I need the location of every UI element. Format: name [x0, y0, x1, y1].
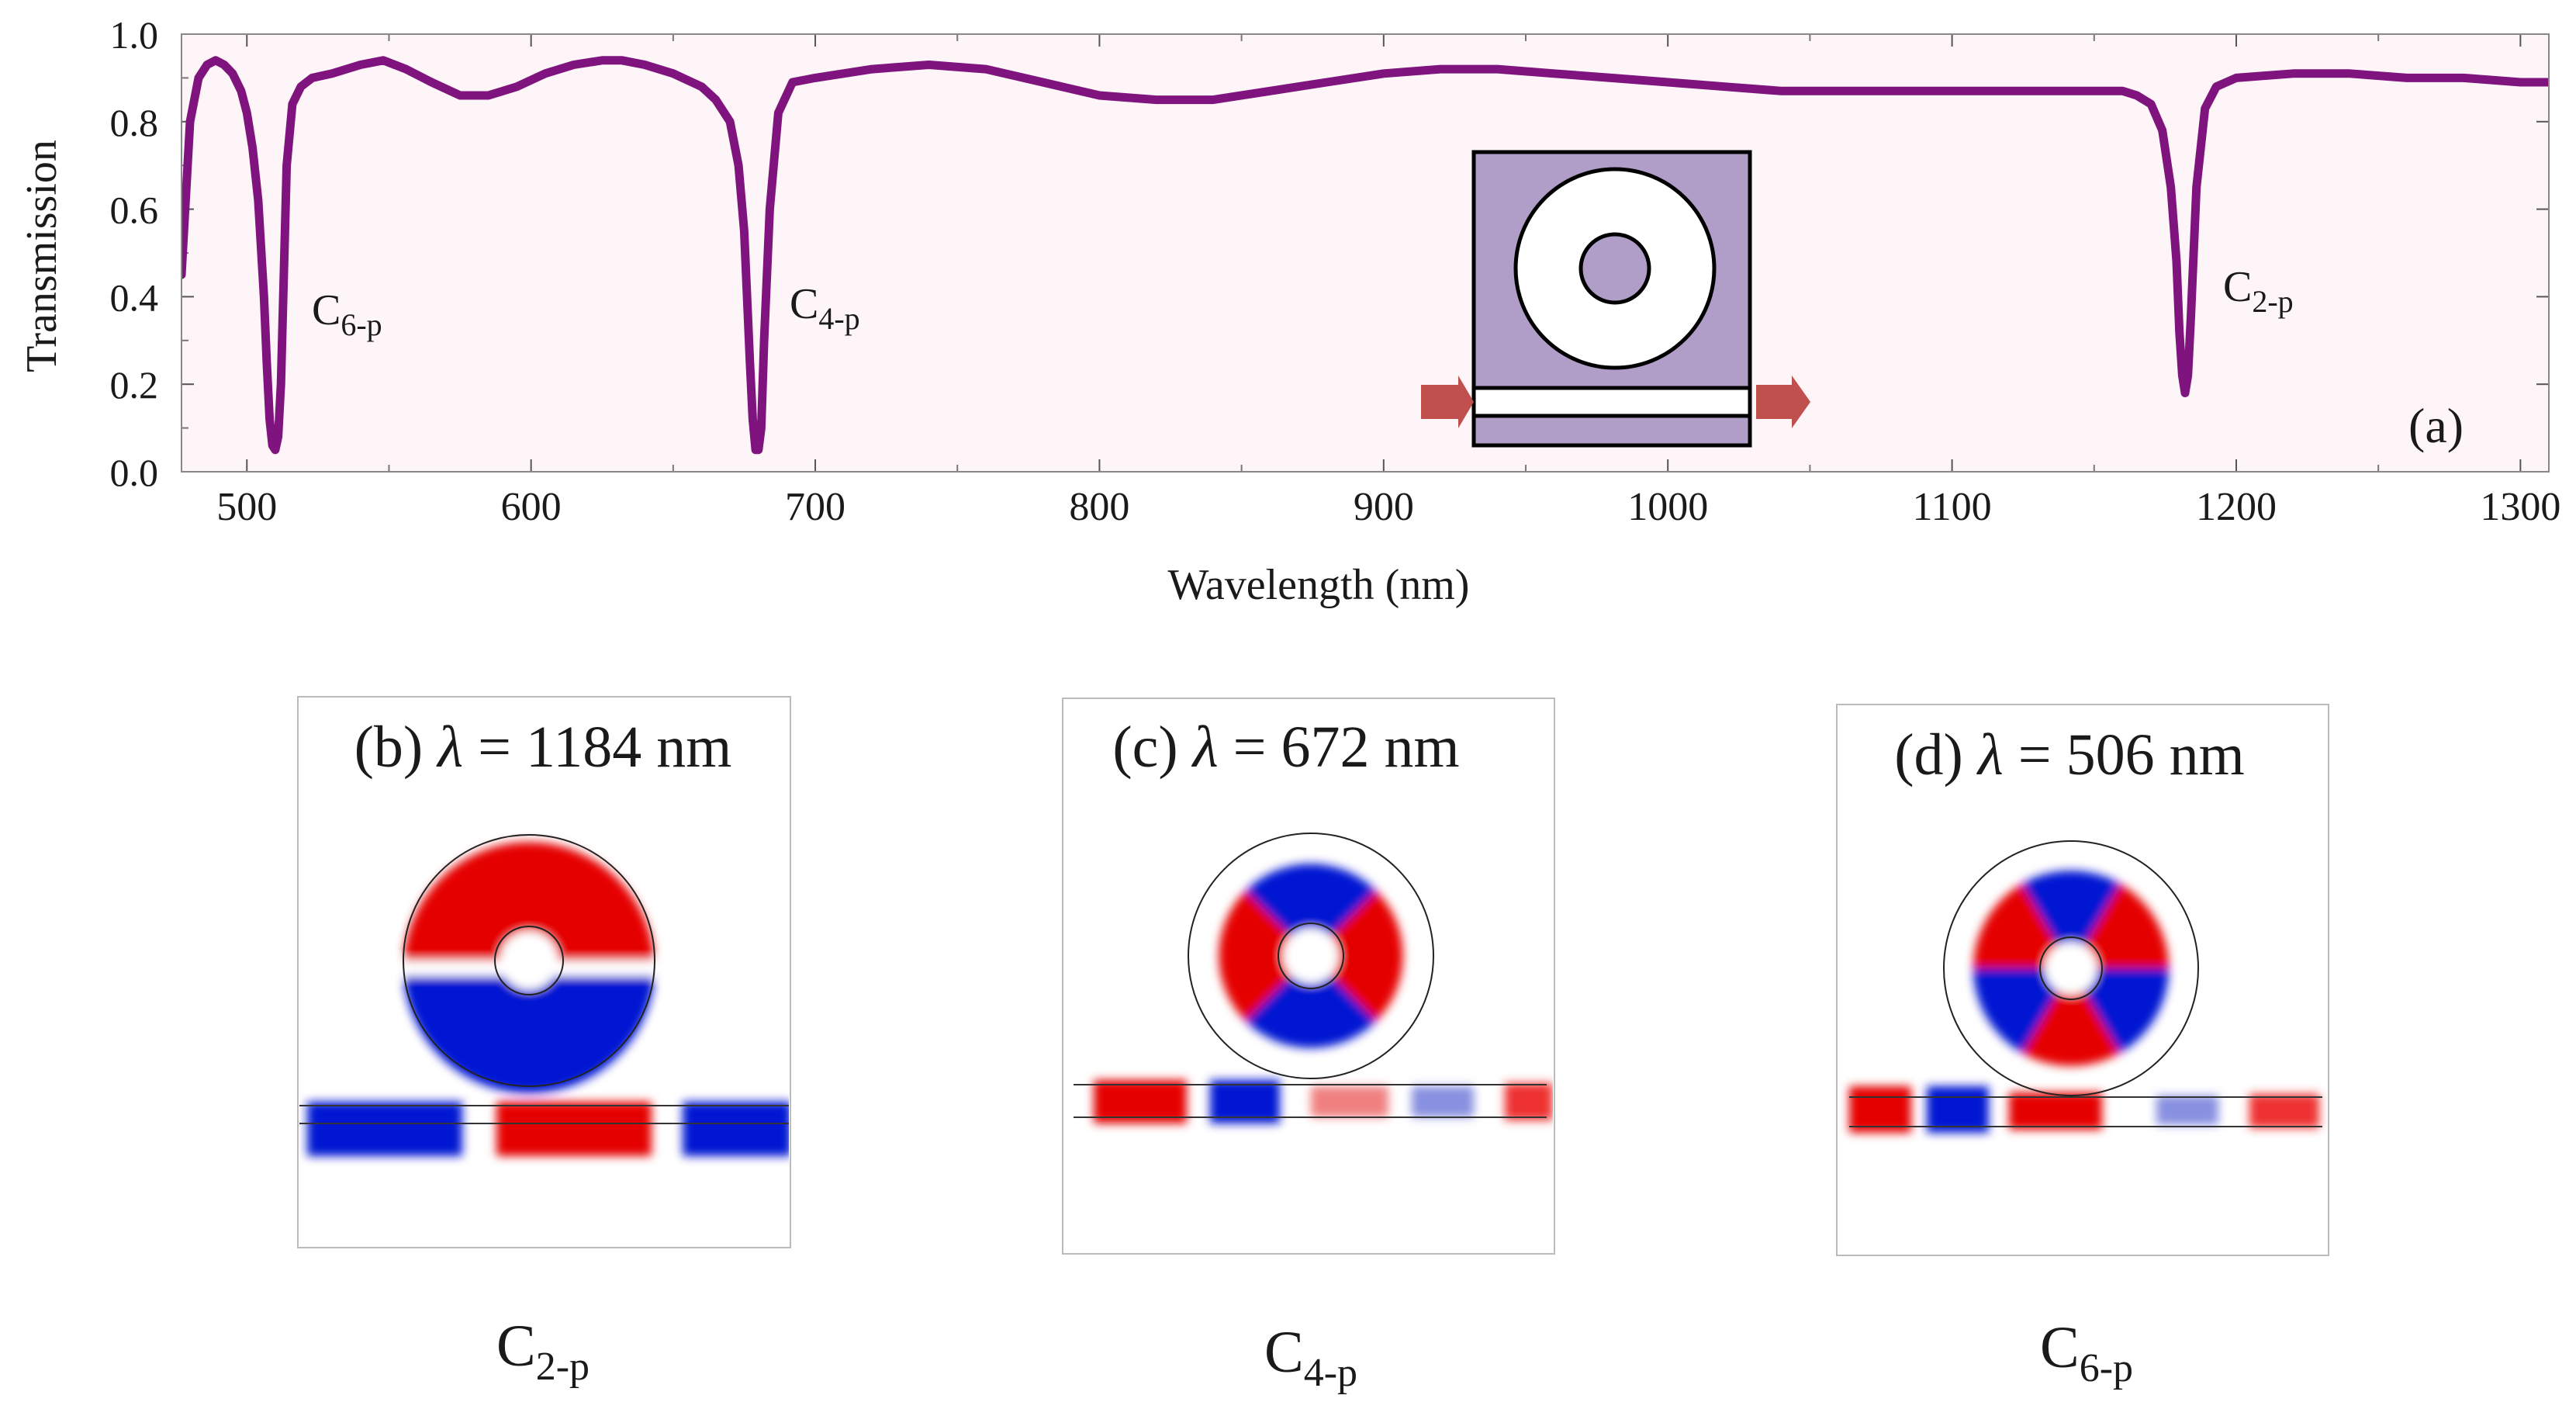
x-tick-label: 1000	[1627, 485, 1708, 529]
y-tick-label: 0.2	[110, 363, 159, 407]
x-tick-label: 600	[501, 485, 562, 529]
waveguide-field-positive	[1505, 1083, 1553, 1120]
mode-label-c2p: C2-p	[496, 1314, 590, 1389]
plot-frame	[181, 33, 2550, 473]
transmission-chart: 500 600 700 800 900 1000 1100 1200 1300 0.00.20.…	[18, 13, 2560, 609]
x-minor-ticks	[388, 34, 2380, 472]
ring-resonator-inset	[1421, 150, 1810, 448]
field-panel-c: (c) λ = 672 nm C4-p	[1062, 698, 1555, 1395]
field-lobe-negative	[1246, 864, 1376, 956]
field-core	[2045, 942, 2097, 995]
input-arrow-icon	[1421, 376, 1474, 428]
waveguide-field-negative	[2156, 1096, 2218, 1125]
field-lobe-negative	[1973, 968, 2071, 1053]
field-lobe-positive	[1311, 891, 1403, 1021]
field-lobe-positive	[1973, 884, 2071, 968]
y-tick-label: 0.0	[110, 451, 159, 494]
panel-b-title: (b) λ = 1184 nm	[354, 715, 732, 780]
x-axis-ticks: 500 600 700 800 900 1000 1100 1200 1300	[216, 34, 2560, 529]
field-lobe-negative	[2071, 968, 2169, 1053]
waveguide-field-negative	[307, 1102, 462, 1156]
waveguide-field-negative	[1210, 1080, 1280, 1123]
annotation-c4p: C4-p	[790, 280, 860, 336]
panel-d-title: (d) λ = 506 nm	[1894, 722, 2245, 788]
y-axis-ticks: 0.0 0.2 0.4 0.6 0.8 1.0	[110, 13, 2549, 494]
y-tick-label: 1.0	[110, 13, 159, 57]
annotation-c2p: C2-p	[2223, 263, 2294, 319]
ring-outline-outer	[1943, 840, 2199, 1096]
waveguide-field-negative	[1927, 1086, 1989, 1133]
ring-outline-inner	[1278, 923, 1344, 989]
waveguide-field-negative	[1412, 1086, 1474, 1117]
panel-label-a: (a)	[2408, 398, 2464, 453]
field-lobe-positive	[1219, 891, 1311, 1021]
field-panel-b: (b) λ = 1184 nm C2-p	[297, 696, 791, 1389]
ring-outline-outer	[1188, 833, 1434, 1079]
ring-outline-inner	[494, 926, 564, 995]
y-tick-label: 0.6	[110, 189, 159, 232]
output-arrow-icon	[1756, 376, 1810, 428]
waveguide-field-negative	[683, 1102, 789, 1156]
field-core	[500, 931, 558, 990]
field-lobe-positive	[2022, 968, 2120, 1066]
x-tick-label: 700	[785, 485, 845, 529]
waveguide-field-positive	[1311, 1086, 1388, 1117]
y-tick-label: 0.4	[110, 275, 159, 319]
field-lobe-negative	[403, 968, 655, 1093]
y-axis-label: Transmission	[18, 140, 66, 372]
transmission-line	[182, 56, 2549, 455]
field-lobe-negative	[2022, 871, 2120, 968]
field-lobe-positive	[2071, 884, 2169, 968]
field-panel-d: (d) λ = 506 nm C6-p	[1836, 704, 2329, 1390]
waveguide-field-positive	[2009, 1092, 2102, 1130]
field-lobe-positive	[403, 842, 655, 968]
x-tick-label: 500	[216, 485, 277, 529]
y-tick-label: 0.8	[110, 101, 159, 144]
mode-label-c6p: C6-p	[2040, 1315, 2133, 1390]
waveguide-field-positive	[2249, 1094, 2319, 1128]
ring-outline-inner	[2039, 936, 2103, 1000]
inset-ring-inner	[1578, 232, 1651, 305]
x-tick-label: 1300	[2480, 485, 2560, 529]
x-tick-label: 800	[1069, 485, 1129, 529]
waveguide-field-positive	[1094, 1080, 1187, 1123]
x-tick-label: 1200	[2196, 485, 2277, 529]
annotation-c6p: C6-p	[312, 286, 382, 342]
waveguide-field-positive	[1849, 1086, 1911, 1133]
x-tick-label: 1100	[1913, 485, 1992, 529]
inset-waveguide	[1471, 386, 1752, 418]
x-axis-label: Wavelength (nm)	[1168, 561, 1470, 609]
x-tick-label: 900	[1354, 485, 1414, 529]
field-core	[1283, 928, 1339, 984]
waveguide-field-positive	[496, 1102, 652, 1156]
field-lobe-negative	[1246, 956, 1376, 1048]
mode-label-c4p: C4-p	[1264, 1320, 1357, 1395]
ring-outline-outer	[403, 834, 655, 1087]
panel-c-title: (c) λ = 672 nm	[1112, 715, 1459, 780]
